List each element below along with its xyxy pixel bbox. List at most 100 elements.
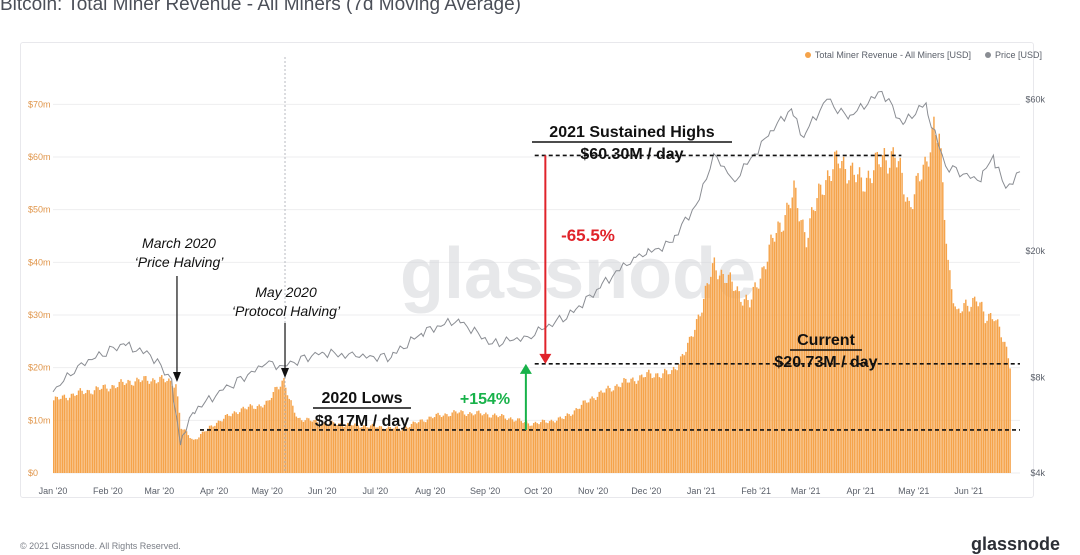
revenue-bar <box>192 439 195 473</box>
revenue-bar <box>943 219 946 473</box>
revenue-bar <box>435 413 438 473</box>
revenue-bar <box>734 290 737 473</box>
revenue-bar <box>911 209 914 473</box>
revenue-bar <box>497 417 499 473</box>
revenue-bar <box>646 372 648 473</box>
revenue-bar <box>196 439 198 473</box>
revenue-bar <box>109 388 112 473</box>
revenue-bar <box>288 398 291 473</box>
revenue-bar <box>371 423 374 473</box>
revenue-bar <box>600 390 602 473</box>
revenue-bar <box>779 222 781 473</box>
revenue-bar <box>506 420 508 473</box>
legend-item-revenue[interactable]: Total Miner Revenue - All Miners [USD] <box>804 50 971 60</box>
revenue-bar <box>545 422 547 473</box>
revenue-bar <box>219 420 221 473</box>
revenue-bar <box>965 299 967 473</box>
revenue-bar <box>412 421 414 473</box>
revenue-bar <box>102 385 105 473</box>
revenue-bar <box>617 386 620 473</box>
revenue-bar <box>972 297 974 473</box>
revenue-bar <box>791 197 793 473</box>
revenue-bar <box>775 233 778 473</box>
revenue-bar <box>736 286 739 473</box>
revenue-bar <box>602 392 604 473</box>
revenue-bar <box>954 306 956 473</box>
revenue-bar <box>687 342 689 473</box>
revenue-bar <box>683 355 685 473</box>
revenue-bar <box>251 405 253 473</box>
revenue-bar <box>853 174 855 473</box>
revenue-bar <box>483 414 485 473</box>
revenue-bar <box>704 285 707 473</box>
revenue-bar <box>469 412 471 473</box>
revenue-bar <box>300 420 303 473</box>
revenue-bar <box>212 426 214 473</box>
revenue-bar <box>517 418 519 473</box>
revenue-bar <box>433 417 436 473</box>
revenue-bar <box>952 303 955 473</box>
revenue-bar <box>341 425 344 473</box>
revenue-bar <box>68 397 71 473</box>
revenue-bar <box>639 375 641 473</box>
y-left-tick-label: $30m <box>28 310 51 320</box>
revenue-bar <box>456 413 459 473</box>
revenue-bar <box>446 414 448 473</box>
revenue-bar <box>184 429 186 473</box>
revenue-bar <box>865 177 868 474</box>
revenue-bar <box>444 413 446 473</box>
revenue-bar <box>311 421 314 473</box>
revenue-bar <box>616 384 618 473</box>
revenue-bar <box>113 385 115 473</box>
revenue-bar <box>447 416 450 473</box>
revenue-bar <box>318 424 321 473</box>
revenue-bar <box>648 369 650 473</box>
legend-item-price[interactable]: Price [USD] <box>984 50 1042 60</box>
revenue-bar <box>816 198 818 474</box>
revenue-bar <box>667 374 670 473</box>
revenue-bar <box>299 417 301 473</box>
revenue-bar <box>116 387 119 473</box>
revenue-bar <box>258 404 260 473</box>
revenue-bar <box>54 396 57 473</box>
revenue-bar <box>488 417 491 473</box>
revenue-bar <box>998 326 1001 473</box>
revenue-bar <box>828 176 831 473</box>
revenue-bar <box>370 425 372 473</box>
revenue-bar <box>178 412 181 473</box>
revenue-bar <box>152 378 154 473</box>
revenue-bar <box>210 425 213 473</box>
revenue-bar <box>669 373 671 473</box>
revenue-bar <box>515 420 517 473</box>
revenue-bar <box>327 424 329 473</box>
revenue-bar <box>106 388 108 473</box>
x-tick-label: Feb '21 <box>741 486 771 496</box>
revenue-bar <box>773 241 776 473</box>
revenue-bar <box>842 156 845 473</box>
revenue-bar <box>83 394 85 473</box>
revenue-bar <box>322 422 324 473</box>
revenue-bar <box>531 425 533 473</box>
revenue-bar <box>1000 337 1002 473</box>
revenue-bar <box>580 404 583 473</box>
revenue-bar <box>286 395 289 473</box>
revenue-bar <box>849 165 852 473</box>
revenue-bar <box>451 412 453 473</box>
revenue-bar <box>378 425 381 473</box>
revenue-bar <box>926 161 928 473</box>
revenue-bar <box>56 396 58 473</box>
revenue-bar <box>936 142 939 473</box>
y-left-tick-label: $20m <box>28 363 51 373</box>
axis-left: $0 $10m $20m $30m $40m $50m $60m $70m <box>28 99 51 478</box>
revenue-bar <box>789 208 792 473</box>
revenue-bar <box>883 148 886 474</box>
revenue-bar <box>557 417 560 473</box>
revenue-bar <box>323 422 326 473</box>
y-left-tick-label: $70m <box>28 99 51 109</box>
revenue-bar <box>125 383 128 473</box>
revenue-bar <box>554 422 556 473</box>
revenue-bar <box>361 427 363 473</box>
revenue-bar <box>362 425 365 473</box>
revenue-bar <box>81 390 83 473</box>
revenue-dot-icon <box>804 52 811 58</box>
